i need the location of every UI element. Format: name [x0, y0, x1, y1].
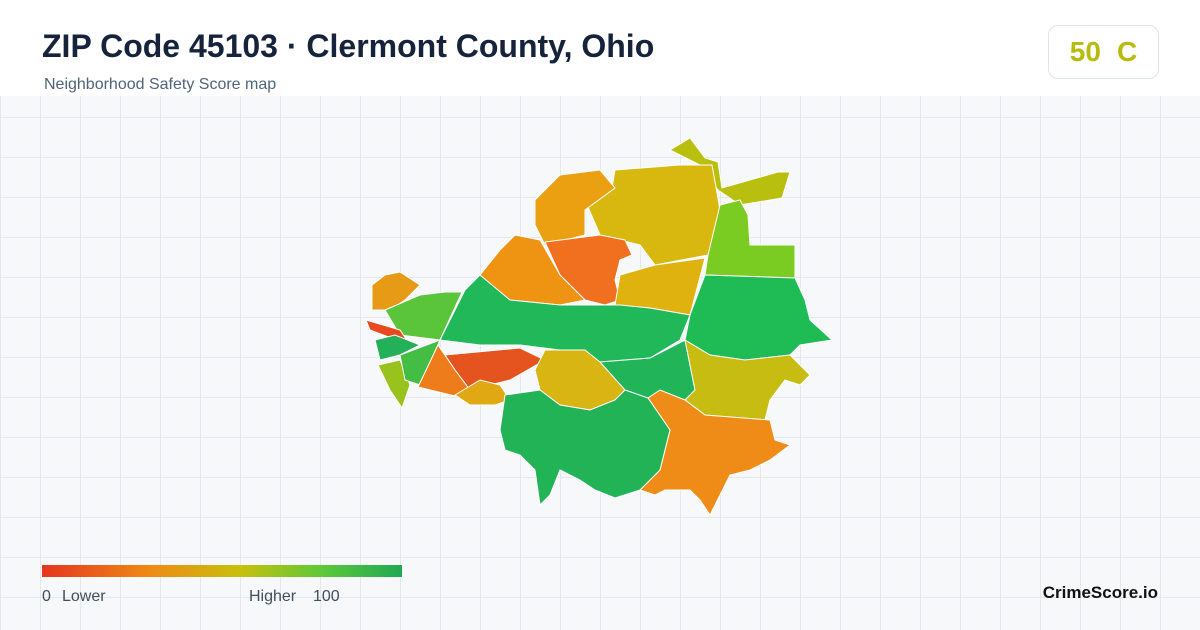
grade: C	[1116, 36, 1138, 67]
title: ZIP Code 45103 · Clermont County, Ohio	[42, 28, 655, 64]
legend-min-label: Lower	[62, 588, 106, 605]
region	[534, 169, 616, 246]
score: 50	[1069, 36, 1101, 67]
region	[499, 389, 671, 507]
legend-gradient	[42, 565, 402, 577]
subtitle: Neighborhood Safety Score map	[44, 76, 277, 93]
legend-min: 0	[42, 588, 51, 605]
region	[684, 274, 834, 361]
brand: CrimeScore.io	[1042, 583, 1158, 602]
score-badge: 50 C	[1048, 25, 1159, 79]
legend-max-label: Higher	[249, 588, 297, 605]
region	[704, 199, 796, 279]
header: ZIP Code 45103 · Clermont County, Ohio N…	[0, 0, 1200, 96]
region	[439, 274, 691, 363]
region	[371, 271, 421, 311]
region	[639, 389, 792, 516]
region	[374, 334, 422, 361]
legend-max: 100	[313, 588, 340, 605]
region	[377, 359, 411, 410]
region	[417, 343, 471, 397]
